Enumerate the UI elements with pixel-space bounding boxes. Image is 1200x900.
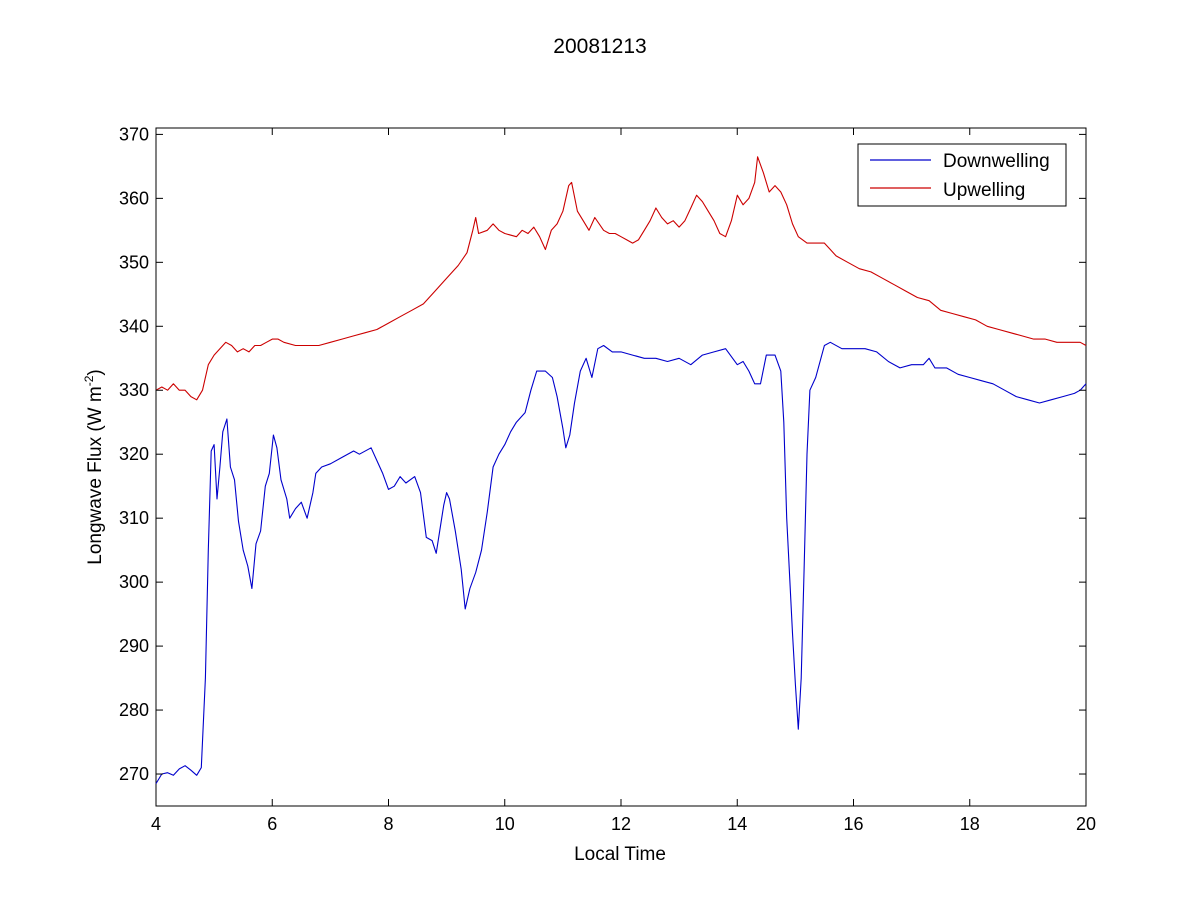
y-axis-title-main: Longwave Flux (W m [85,386,106,564]
y-tick-label: 330 [119,380,149,400]
series-line-downwelling [155,341,1087,784]
y-tick-label: 350 [119,252,149,272]
y-tick-label: 320 [119,444,149,464]
x-axis-title: Local Time [574,844,666,865]
x-tick-label: 14 [727,814,747,834]
y-tick-label: 360 [119,188,149,208]
x-tick-label: 12 [611,814,631,834]
y-tick-label: 310 [119,508,149,528]
y-axis-title-close: ) [85,369,106,375]
chart-title: 20081213 [553,35,646,58]
legend: Downwelling Upwelling [857,143,1067,207]
x-tick-label: 16 [843,814,863,834]
x-axis: 4 6 8 10 12 14 16 18 20 [151,128,1096,834]
series-line-upwelling [155,156,1087,401]
y-tick-label: 340 [119,316,149,336]
legend-label-downwelling: Downwelling [943,151,1050,172]
x-tick-label: 10 [495,814,515,834]
legend-box [857,143,1067,207]
y-tick-label: 280 [119,700,149,720]
series-layer [155,156,1087,784]
x-tick-label: 8 [383,814,393,834]
y-axis-title-superscript: -2 [82,375,96,386]
legend-label-upwelling: Upwelling [943,180,1025,201]
x-tick-label: 18 [960,814,980,834]
x-tick-label: 6 [267,814,277,834]
plot-frame [155,127,1087,807]
y-axis-title: Longwave Flux (W m-2) [82,369,106,564]
x-tick-label: 20 [1076,814,1096,834]
y-tick-label: 370 [119,124,149,144]
y-tick-label: 270 [119,764,149,784]
plot-area [155,127,1087,807]
y-tick-label: 290 [119,636,149,656]
y-axis: 270 280 290 300 310 320 330 340 350 360 370 [119,124,1086,784]
y-tick-label: 300 [119,572,149,592]
x-tick-label: 4 [151,814,161,834]
